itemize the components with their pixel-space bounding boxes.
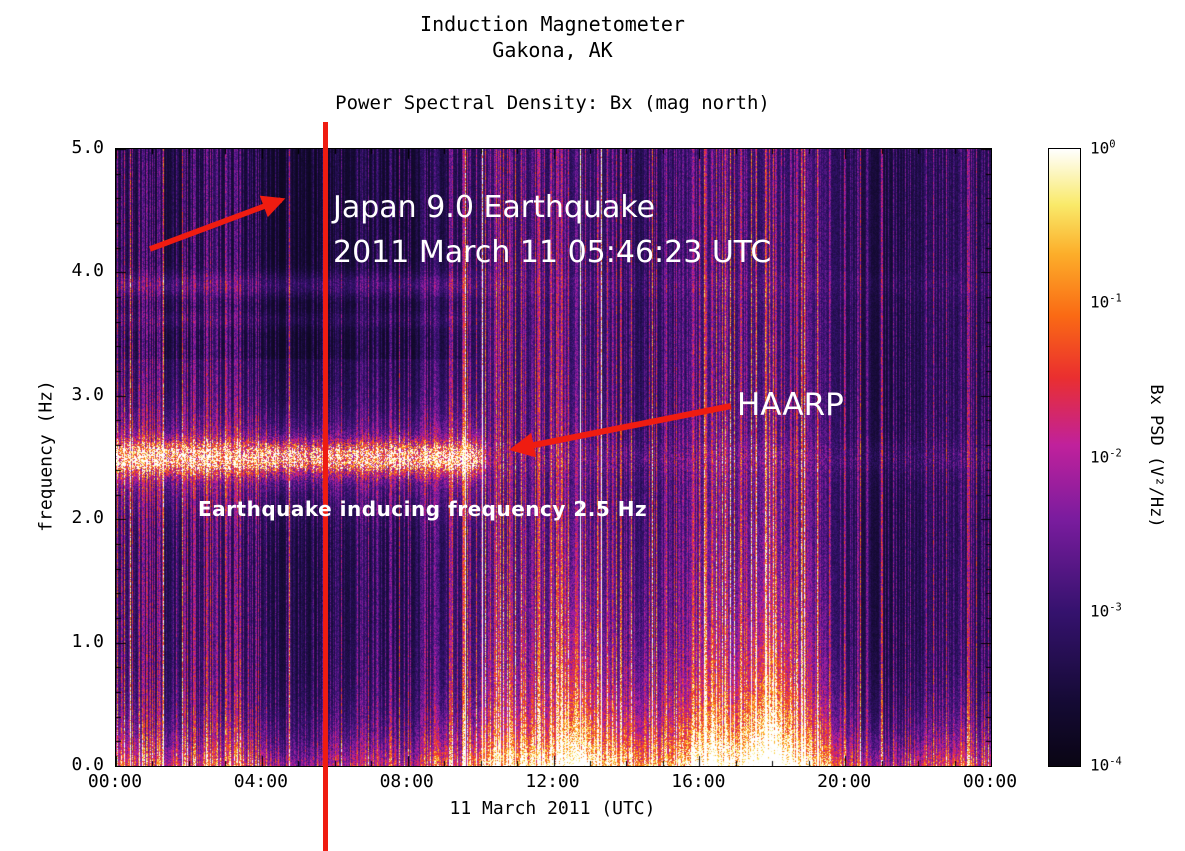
y-tick-label: 3.0	[71, 383, 104, 405]
x-tick-label: 08:00	[379, 771, 434, 792]
x-tick-label: 00:00	[962, 771, 1018, 792]
colorbar-tick-label: 10-2	[1090, 446, 1122, 467]
y-tick-label: 1.0	[71, 630, 104, 652]
colorbar-tick-label: 100	[1090, 138, 1116, 158]
plot-frame	[115, 148, 992, 767]
x-tick-label: 16:00	[671, 771, 726, 792]
annotation-haarp: HAARP	[737, 387, 844, 423]
y-tick-label: 4.0	[71, 260, 104, 282]
x-tick-label: 00:00	[87, 771, 143, 792]
x-tick-label: 04:00	[233, 771, 288, 792]
plot-title: Power Spectral Density: Bx (mag north)	[335, 92, 770, 114]
annotation-japan-earthquake: Japan 9.0 Earthquake 2011 March 11 05:46…	[333, 185, 771, 275]
y-tick-label: 5.0	[71, 137, 104, 158]
event-time-line	[322, 122, 328, 851]
y-tick-label: 0.0	[71, 754, 104, 775]
x-tick-label: 20:00	[817, 771, 872, 792]
x-tick-label: 12:00	[525, 771, 580, 792]
annotation-band-frequency: Earthquake inducing frequency 2.5 Hz	[198, 497, 648, 521]
colorbar	[1048, 148, 1081, 767]
chart-title-station: Gakona, AK	[492, 38, 613, 62]
annotation-japan-line1: Japan 9.0 Earthquake	[333, 190, 656, 225]
colorbar-tick-label: 10-1	[1090, 292, 1122, 312]
colorbar-tick-label: 10-3	[1090, 601, 1122, 621]
y-axis-label: frequency (Hz)	[35, 380, 57, 532]
colorbar-label: Bx PSD (V²/Hz)	[1146, 384, 1166, 528]
annotation-japan-line2: 2011 March 11 05:46:23 UTC	[333, 235, 772, 270]
chart-title-instrument: Induction Magnetometer	[420, 12, 685, 36]
colorbar-tick-label: 10-4	[1090, 755, 1122, 775]
spectrogram-canvas	[116, 149, 991, 766]
x-axis-label: 11 March 2011 (UTC)	[449, 798, 656, 819]
y-tick-label: 2.0	[71, 507, 104, 529]
